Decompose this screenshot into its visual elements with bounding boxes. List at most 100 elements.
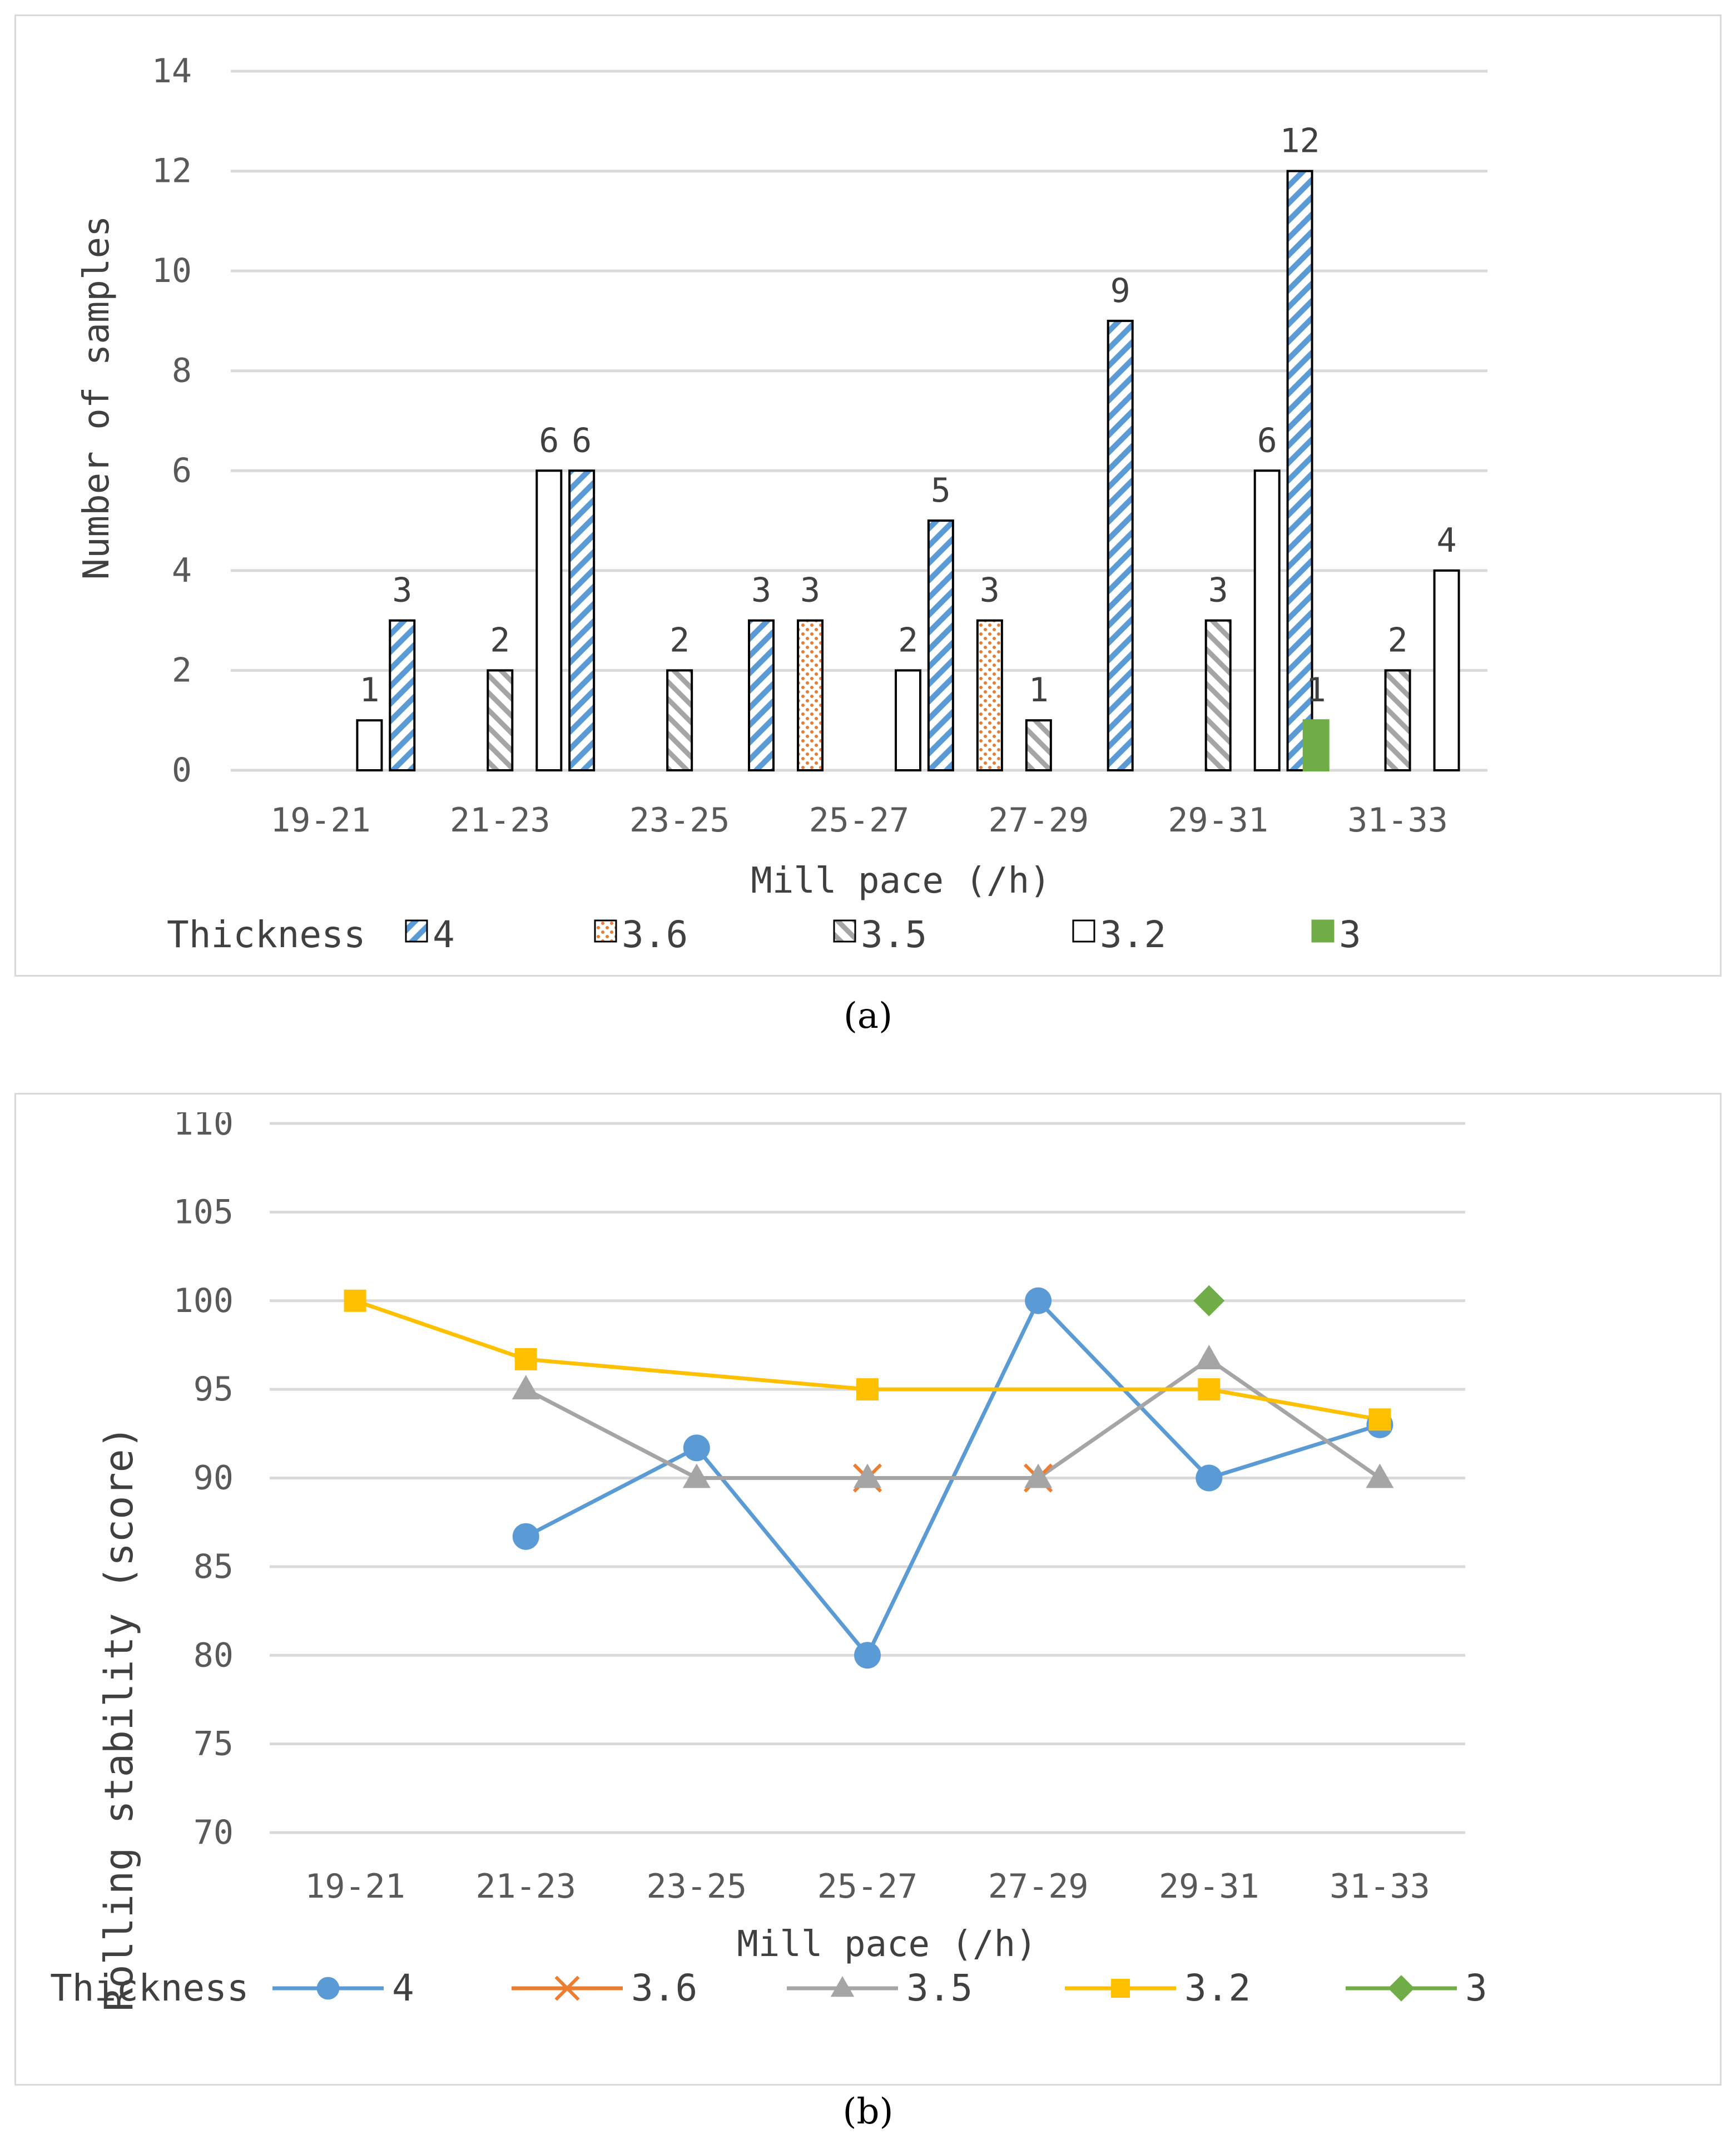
chart-b-legend-label: 3 [1465,1967,1487,2009]
chart-a-frame [14,14,1722,977]
point-3_2-31-33 [1368,1408,1391,1431]
chart-b-ytick: 75 [194,1725,234,1764]
chart-b-legend-marker [554,1975,580,2001]
bar-data-label: 2 [1388,621,1408,660]
point-4-29-31 [1196,1464,1223,1492]
chart-b-legend-title: Thickness [50,1967,249,2009]
bar-3_2-19-21 [356,719,383,771]
bar-4-31-33 [1286,170,1313,772]
chart-a-ytick: 4 [172,551,192,590]
chart-b-xtick: 23-25 [647,1867,747,1906]
chart-a-xtick: 23-25 [629,801,730,840]
chart-b-legend-label: 3.2 [1184,1967,1251,2009]
chart-a-xtick: 19-21 [270,801,371,840]
bar-data-label: 2 [898,621,918,660]
bar-3_2-31-33 [1433,569,1460,772]
bar-data-label: 2 [669,621,690,660]
point-3_5-27-29 [1024,1463,1053,1488]
line-series-3_2 [354,1299,1381,1422]
bar-3_5-29-31 [1204,619,1232,771]
bar-data-label: 3 [980,571,1000,610]
chart-a-xtick: 21-23 [450,801,550,840]
bar-data-label: 6 [1257,421,1277,460]
chart-a-legend-label: 3.2 [1100,913,1166,956]
chart-b-xtick: 27-29 [988,1867,1089,1906]
bar-4-27-29 [927,519,954,771]
bar-3_5-27-29 [1025,719,1052,771]
point-3_2-29-31 [1198,1378,1221,1401]
chart-b-xtick: 29-31 [1159,1867,1259,1906]
bar-4-21-23 [389,619,416,771]
chart-b-xtick: 19-21 [305,1867,405,1906]
bar-data-label: 4 [1437,521,1457,560]
chart-a-caption: (a) [843,996,893,1037]
chart-b-ytick: 85 [194,1547,234,1586]
bar-data-label: 1 [1029,671,1049,710]
chart-a-legend-swatch [405,919,428,943]
bar-data-label: 12 [1279,122,1320,161]
bar-4-25-27 [748,619,775,771]
chart-a-ytick: 2 [172,651,192,690]
chart-a-ytick: 12 [152,152,192,191]
bar-data-label: 6 [539,421,559,460]
chart-a-ytick: 6 [172,451,192,490]
point-3_5-29-31 [1195,1344,1223,1369]
bar-data-label: 3 [1208,571,1228,610]
point-3_5-31-33 [1366,1463,1394,1488]
chart-a-legend-swatch [594,919,617,943]
point-4-23-25 [683,1434,710,1462]
point-3_5-25-27 [854,1463,881,1488]
chart-b-ytick: 95 [194,1370,234,1409]
bar-3-29-31 [1302,719,1330,771]
point-3_2-25-27 [856,1378,879,1401]
chart-a-xtick: 31-33 [1347,801,1448,840]
chart-a-ytick: 0 [172,751,192,790]
bar-data-label: 2 [490,621,510,660]
chart-b-legend-label: 3.5 [906,1967,973,2009]
chart-b-ytick: 110 [173,1112,234,1143]
chart-a-legend-label: 3.5 [861,913,927,956]
chart-b-ytick: 70 [194,1813,234,1852]
chart-a-legend-swatch [833,919,856,943]
bar-3_5-31-33 [1384,669,1411,772]
point-3_5-21-23 [512,1375,540,1400]
chart-a-ytick: 10 [152,251,192,290]
chart-b-legend-label: 4 [392,1967,414,2009]
bar-3_5-23-25 [666,669,693,772]
bar-data-label: 3 [800,571,820,610]
chart-b-ylabel: Rolling stability (score) [96,1425,142,2012]
bar-4-23-25 [568,469,596,771]
bar-data-label: 3 [751,571,771,610]
chart-a-legend-label: 3 [1339,913,1361,956]
point-3-29-31 [1193,1285,1225,1316]
chart-b: 70 75 80 85 90 95 100 105 110 19-21 21-23 23-25 25-2… [50,1112,1487,2012]
chart-a-legend-label: 4 [433,913,455,956]
chart-b-ytick: 100 [173,1281,234,1320]
chart-a-xtick: 29-31 [1168,801,1268,840]
bar-3_6-27-29 [976,619,1003,771]
chart-b-xtick: 25-27 [817,1867,918,1906]
chart-b-caption: (b) [842,2091,894,2132]
chart-a-ylabel: Number of samples [76,215,117,580]
chart-b-ytick: 90 [194,1459,234,1498]
chart-b-legend-marker [316,1977,340,2000]
bar-3_2-25-27 [895,669,921,772]
chart-b-xtick: 21-23 [475,1867,576,1906]
bar-data-label: 3 [392,571,412,610]
bar-data-label: 5 [931,471,951,510]
bar-data-label: 1 [1306,671,1326,710]
bar-3_2-29-31 [1253,469,1281,771]
chart-b-ytick: 105 [173,1192,234,1231]
point-4-21-23 [512,1523,539,1550]
bar-3_6-25-27 [797,619,824,771]
chart-b-legend-label: 3.6 [631,1967,697,2009]
chart-b-legend-marker [1111,1979,1130,1998]
chart-b-xlabel: Mill pace (/h) [737,1924,1036,1965]
chart-a-legend-swatch [1072,919,1095,943]
chart-b-xtick: 31-33 [1330,1867,1430,1906]
chart-a-xlabel: Mill pace (/h) [751,860,1050,902]
chart-a-xtick: 25-27 [809,801,910,840]
chart-b-frame [14,1093,1722,2086]
chart-a-ytick: 14 [152,52,192,91]
